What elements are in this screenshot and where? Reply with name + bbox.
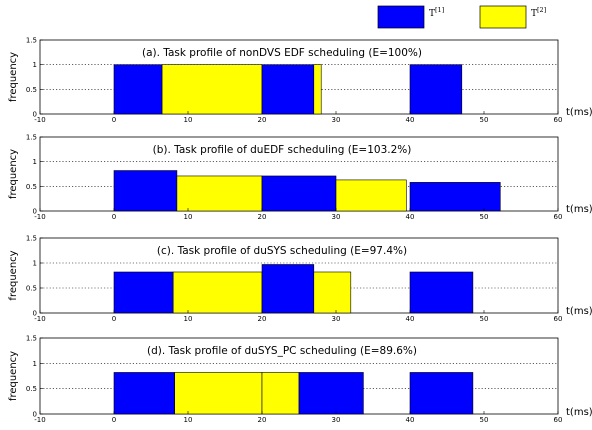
x-tick-label: 50	[480, 213, 489, 221]
x-tick-label: 30	[332, 213, 341, 221]
x-tick-label: 0	[112, 315, 116, 323]
panel-c: 00.511.5-10 0 10 20 30 40 50 60frequencyt(ms)(c…	[8, 235, 592, 324]
bar-task1	[261, 175, 337, 212]
bar-task1	[113, 64, 163, 115]
y-tick-label: 1.5	[26, 37, 37, 45]
y-axis-label: frequency	[8, 149, 19, 199]
bar-task2	[335, 179, 407, 212]
x-tick-label: 40	[406, 416, 415, 424]
x-tick-label: 20	[258, 416, 267, 424]
bar-task2	[261, 372, 300, 415]
legend-label-task2: T[2]	[531, 6, 546, 19]
y-tick-label: 0	[33, 310, 37, 318]
panel-d: 00.511.5-10 0 10 20 30 40 50 60frequencyt(ms)(d…	[8, 335, 592, 425]
panel-title: (b). Task profile of duEDF scheduling (E…	[153, 144, 412, 156]
y-tick-label: 1	[33, 158, 37, 166]
y-tick-label: 0	[33, 411, 37, 419]
y-tick-label: 1	[33, 61, 37, 69]
x-axis-label: t(ms)	[566, 107, 592, 118]
x-tick-label: 10	[184, 416, 193, 424]
x-tick-label: 20	[258, 116, 267, 124]
bar-task1	[113, 372, 175, 415]
legend: T[1] T[2]	[377, 5, 546, 29]
x-tick-label: 10	[184, 213, 193, 221]
y-axis-label: frequency	[8, 250, 19, 300]
bar-task1	[409, 64, 463, 115]
x-tick-label: -10	[34, 416, 45, 424]
x-tick-label: -10	[34, 213, 45, 221]
x-tick-label: 60	[554, 416, 563, 424]
y-tick-label: 0	[33, 111, 37, 119]
x-tick-label: 60	[554, 213, 563, 221]
bar-task1	[409, 271, 474, 314]
x-axis-label: t(ms)	[566, 407, 592, 418]
x-tick-label: 20	[258, 315, 267, 323]
y-tick-label: 1.5	[26, 335, 37, 343]
y-tick-label: 1	[33, 260, 37, 268]
bar-task1	[113, 170, 178, 212]
bar-task2	[313, 64, 322, 115]
x-tick-label: 10	[184, 315, 193, 323]
x-tick-label: 40	[406, 315, 415, 323]
y-tick-label: 0.5	[26, 183, 37, 191]
x-tick-label: 40	[406, 116, 415, 124]
bar-task1	[409, 372, 474, 415]
bar-task2	[174, 372, 263, 415]
bar-task1	[113, 271, 174, 314]
x-axis-label: t(ms)	[566, 306, 592, 317]
y-axis-label: frequency	[8, 351, 19, 401]
panel-title: (a). Task profile of nonDVS EDF scheduli…	[142, 47, 422, 59]
legend-swatch-task1	[377, 5, 425, 29]
y-tick-label: 0	[33, 208, 37, 216]
panel-title: (c). Task profile of duSYS scheduling (E…	[157, 245, 407, 257]
x-tick-label: 20	[258, 213, 267, 221]
y-tick-label: 1.5	[26, 235, 37, 243]
x-tick-label: 0	[112, 213, 116, 221]
y-tick-label: 1.5	[26, 134, 37, 142]
x-tick-label: 30	[332, 315, 341, 323]
y-tick-label: 0.5	[26, 285, 37, 293]
panel-b: 00.511.5-10 0 10 20 30 40 50 60frequencyt(ms)(b…	[8, 134, 592, 222]
x-tick-label: 50	[480, 315, 489, 323]
bar-task2	[161, 64, 263, 115]
bar-task1	[261, 64, 315, 115]
bar-task1	[261, 264, 315, 314]
x-tick-label: 60	[554, 315, 563, 323]
bar-task2	[172, 271, 263, 314]
y-tick-label: 0.5	[26, 86, 37, 94]
panel-a: 00.511.5-10 0 10 20 30 40 50 60frequencyt(ms)(a…	[8, 37, 592, 125]
x-tick-label: 60	[554, 116, 563, 124]
y-tick-label: 1	[33, 360, 37, 368]
y-axis-label: frequency	[8, 52, 19, 102]
x-axis-label: t(ms)	[566, 204, 592, 215]
x-tick-label: 50	[480, 416, 489, 424]
x-tick-label: -10	[34, 116, 45, 124]
bar-task2	[313, 271, 352, 314]
panels: 00.511.5-10 0 10 20 30 40 50 60frequencyt(ms)(a…	[8, 37, 592, 425]
bar-task2	[176, 175, 263, 212]
x-tick-label: 40	[406, 213, 415, 221]
y-tick-label: 0.5	[26, 385, 37, 393]
bar-task1	[298, 372, 364, 415]
panel-title: (d). Task profile of duSYS_PC scheduling…	[147, 345, 417, 357]
x-tick-label: 30	[332, 416, 341, 424]
x-tick-label: -10	[34, 315, 45, 323]
legend-swatch-task2	[479, 5, 527, 29]
legend-label-task1: T[1]	[429, 6, 444, 19]
x-tick-label: 0	[112, 416, 116, 424]
bar-task1	[409, 182, 501, 212]
x-tick-label: 10	[184, 116, 193, 124]
x-tick-label: 50	[480, 116, 489, 124]
x-tick-label: 0	[112, 116, 116, 124]
x-tick-label: 30	[332, 116, 341, 124]
